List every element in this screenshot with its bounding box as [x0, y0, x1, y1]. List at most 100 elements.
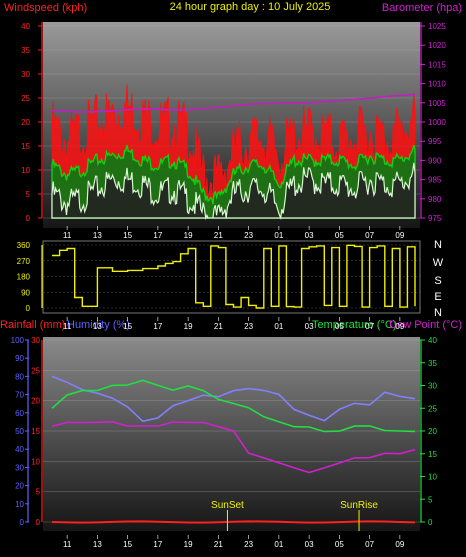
humidity-tick-label: 10 — [15, 500, 24, 509]
direction-x-tick-label: 17 — [153, 322, 162, 331]
direction-x-tick-label: 23 — [244, 322, 253, 331]
direction-label-s: S — [434, 275, 441, 287]
rainfall-tick-label: 5 — [36, 488, 41, 497]
direction-x-tick-label: 07 — [365, 322, 374, 331]
wind-x-tick-label: 03 — [305, 231, 314, 240]
direction-x-tick-label: 11 — [63, 322, 72, 331]
climate-x-tick-label: 17 — [153, 540, 162, 549]
barometer-series — [51, 93, 416, 113]
wind-tick-label: 0 — [26, 214, 31, 223]
sunset-label: SunSet — [211, 500, 244, 511]
direction-x-tick-label: 13 — [93, 322, 102, 331]
barometer-tick-label: 975 — [428, 214, 442, 223]
barometer-tick-label: 1010 — [428, 80, 446, 89]
humidity-tick-label: 70 — [15, 391, 24, 400]
wind-tick-label: 35 — [21, 46, 30, 55]
climate-panel-bg — [43, 337, 420, 531]
temperature-series — [51, 379, 416, 433]
wind-direction-series — [52, 244, 416, 309]
climate-x-tick-label: 09 — [395, 540, 404, 549]
humidity-tick-label: 90 — [15, 354, 24, 363]
temperature-tick-label: 0 — [428, 518, 433, 527]
climate-x-tick-label: 07 — [365, 540, 374, 549]
wind-x-tick-label: 17 — [153, 231, 162, 240]
humidity-tick-label: 30 — [15, 463, 24, 472]
dewpoint-axis-label: Dew Point (°C) — [389, 319, 462, 331]
barometer-tick-label: 990 — [428, 156, 442, 165]
temperature-tick-label: 20 — [428, 427, 437, 436]
windspeed-axis-label: Windspeed (kph) — [4, 2, 87, 14]
humidity-tick-label: 0 — [20, 518, 25, 527]
wind-tick-label: 10 — [21, 166, 30, 175]
climate-x-tick-label: 15 — [123, 540, 132, 549]
climate-x-tick-label: 19 — [184, 540, 193, 549]
humidity-tick-label: 20 — [15, 482, 24, 491]
direction-label-e: E — [434, 291, 441, 303]
temperature-tick-label: 15 — [428, 450, 437, 459]
direction-x-tick-label: 03 — [305, 322, 314, 331]
climate-x-tick-label: 01 — [274, 540, 283, 549]
humidity-tick-label: 40 — [15, 445, 24, 454]
direction-tick-label: 90 — [21, 288, 30, 297]
wind-x-tick-label: 13 — [93, 231, 102, 240]
wind-tick-label: 5 — [26, 190, 31, 199]
direction-tick-label: 180 — [17, 273, 31, 282]
humidity-tick-label: 60 — [15, 409, 24, 418]
temperature-tick-label: 30 — [428, 382, 437, 391]
climate-x-tick-label: 03 — [305, 540, 314, 549]
barometer-tick-label: 1020 — [428, 41, 446, 50]
wind-x-tick-label: 15 — [123, 231, 132, 240]
wind-tick-label: 20 — [21, 118, 30, 127]
graph-title: 24 hour graph day : 10 July 2025 — [170, 1, 331, 13]
barometer-tick-label: 985 — [428, 176, 442, 185]
humidity-tick-label: 50 — [15, 427, 24, 436]
climate-x-tick-label: 13 — [93, 540, 102, 549]
rainfall-tick-label: 20 — [31, 397, 40, 406]
climate-x-tick-label: 11 — [63, 540, 72, 549]
direction-x-tick-label: 05 — [335, 322, 344, 331]
wind-tick-label: 30 — [21, 70, 30, 79]
temperature-tick-label: 35 — [428, 359, 437, 368]
wind-x-tick-label: 23 — [244, 231, 253, 240]
humidity-tick-label: 100 — [11, 336, 25, 345]
wind-x-tick-label: 11 — [63, 231, 72, 240]
wind-x-tick-label: 09 — [395, 231, 404, 240]
sunrise-label: SunRise — [340, 500, 378, 511]
barometer-tick-label: 1025 — [428, 22, 446, 31]
wind-tick-label: 40 — [21, 22, 30, 31]
rainfall-tick-label: 10 — [31, 457, 40, 466]
humidity-tick-label: 80 — [15, 372, 24, 381]
direction-label-n-top: N — [434, 239, 442, 251]
direction-tick-label: 360 — [17, 241, 31, 250]
barometer-tick-label: 1000 — [428, 118, 446, 127]
climate-x-tick-label: 21 — [214, 540, 223, 549]
temperature-tick-label: 10 — [428, 473, 437, 482]
wind-x-tick-label: 19 — [184, 231, 193, 240]
rainfall-tick-label: 30 — [31, 336, 40, 345]
direction-x-tick-label: 15 — [123, 322, 132, 331]
humidity-series — [51, 375, 416, 423]
temperature-tick-label: 5 — [428, 495, 433, 504]
barometer-tick-label: 995 — [428, 137, 442, 146]
wind-tick-label: 15 — [21, 142, 30, 151]
temperature-tick-label: 40 — [428, 336, 437, 345]
direction-tick-label: 270 — [17, 257, 31, 266]
barometer-axis-label: Barometer (hpa) — [382, 2, 462, 14]
wind-x-tick-label: 21 — [214, 231, 223, 240]
wind-x-tick-label: 01 — [274, 231, 283, 240]
direction-panel-bg — [42, 240, 421, 314]
climate-x-tick-label: 05 — [335, 540, 344, 549]
climate-x-tick-label: 23 — [244, 540, 253, 549]
dewpoint-series — [51, 420, 416, 474]
barometer-tick-label: 1015 — [428, 60, 446, 69]
rainfall-tick-label: 25 — [31, 366, 40, 375]
rainfall-tick-label: 0 — [36, 518, 41, 527]
direction-tick-label: 0 — [26, 304, 31, 313]
temperature-axis-label: Temperature (°C) — [312, 319, 396, 331]
rainfall-tick-label: 15 — [31, 427, 40, 436]
wind-low-series — [51, 162, 416, 221]
rainfall-series — [51, 520, 416, 524]
wind-x-tick-label: 07 — [365, 231, 374, 240]
wind-tick-label: 25 — [21, 94, 30, 103]
